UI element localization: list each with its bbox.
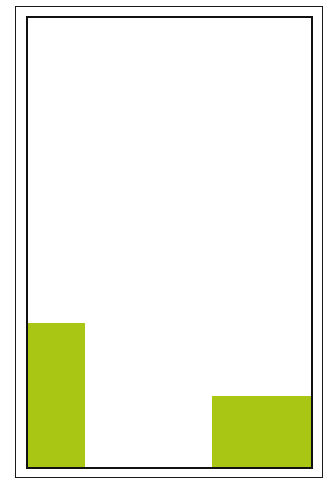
right-block <box>212 396 311 467</box>
left-block <box>28 323 85 467</box>
game-play-area[interactable] <box>26 16 313 469</box>
